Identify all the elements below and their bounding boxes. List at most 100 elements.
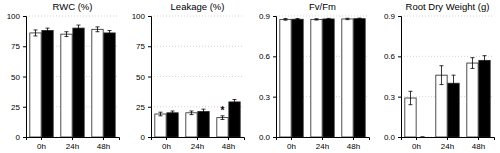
y-tick-label: 75 [136, 42, 145, 51]
panel: 02550751000h24h48h*Leakage (%) [132, 1, 245, 151]
y-tick-label: 25 [136, 103, 145, 112]
y-tick: 25 [136, 103, 151, 112]
series [292, 18, 365, 137]
error-cap [46, 32, 50, 33]
error-bar [189, 111, 193, 115]
error-cap [483, 55, 487, 56]
annotation: * [221, 105, 225, 116]
plot-area: 02550751000h24h48h* [132, 12, 245, 151]
y-tick-mark [398, 56, 401, 57]
error-bar [108, 31, 112, 36]
plot-area: 0.00.30.60.90h24h48h [259, 12, 370, 151]
error-bar [233, 99, 237, 104]
error-cap [327, 19, 331, 20]
y-axis-line [148, 17, 152, 138]
y-tick: 50 [136, 73, 151, 82]
x-tick-label: 0h [412, 142, 421, 151]
x-tick-mark [166, 137, 167, 140]
error-line [109, 31, 110, 36]
x-axis-line [402, 138, 495, 141]
y-tick: 0.6 [259, 52, 276, 61]
x-tick-mark [103, 137, 104, 140]
error-line [203, 109, 204, 114]
x-axis: 0h24h48h [27, 137, 120, 151]
error-bar [77, 25, 81, 31]
error-cap [108, 35, 112, 36]
bar [92, 29, 103, 137]
error-line [160, 112, 161, 116]
y-tick: 0.9 [259, 12, 276, 21]
y-tick-label: 25 [11, 103, 20, 112]
error-cap [345, 19, 349, 20]
x-tick-mark [447, 137, 448, 140]
y-tick-label: 0.9 [259, 12, 271, 21]
bar [354, 19, 365, 137]
error-cap [64, 31, 68, 32]
x-tick-mark [197, 137, 198, 140]
bar [280, 19, 291, 137]
plot-area: 02550751000h24h48h [7, 12, 120, 151]
y-tick-mark [273, 56, 276, 57]
series [280, 18, 353, 137]
y-tick-mark [148, 137, 151, 138]
series [167, 99, 240, 137]
y-tick-mark [398, 97, 401, 98]
y-tick-mark [148, 46, 151, 47]
y-axis-line [398, 17, 402, 138]
error-cap [202, 109, 206, 110]
x-tick-label: 24h [191, 142, 204, 151]
error-cap [158, 112, 162, 113]
x-tick: 48h [222, 137, 235, 151]
x-tick-mark [353, 137, 354, 140]
error-cap [439, 84, 443, 85]
error-line [484, 56, 485, 65]
y-tick: 0.0 [259, 133, 276, 142]
error-bar [283, 19, 287, 21]
panel: 0.00.30.60.90h24h48hFv/Fm [259, 1, 370, 151]
x-tick-label: 0h [287, 142, 296, 151]
series [155, 111, 228, 137]
y-tick-label: 100 [132, 12, 146, 21]
bar [479, 60, 490, 137]
y-tick: 0.3 [384, 93, 401, 102]
x-tick-label: 24h [316, 142, 329, 151]
bar [61, 34, 72, 137]
error-cap [470, 68, 474, 69]
x-tick: 24h [191, 137, 204, 151]
error-bar [439, 66, 443, 85]
x-tick: 0h [412, 137, 421, 151]
error-cap [77, 25, 81, 26]
error-cap [158, 115, 162, 116]
grid-line [26, 16, 119, 17]
error-line [78, 25, 79, 31]
grid-line [401, 16, 494, 17]
y-tick: 75 [11, 42, 26, 51]
title: Fv/Fm [309, 1, 336, 12]
error-cap [189, 114, 193, 115]
panel: 0.00.30.60.90h24h48hRoot Dry Weight (g) [384, 1, 495, 151]
y-tick-mark [23, 137, 26, 138]
y-axis: 0255075100 [132, 12, 152, 142]
y-tick-label: 50 [11, 73, 20, 82]
bar [417, 137, 428, 138]
chart: 02550751000h24h48hRWC (%)02550751000h24h… [0, 0, 500, 153]
y-tick: 0.6 [384, 52, 401, 61]
y-axis: 0255075100 [7, 12, 27, 142]
error-cap [452, 91, 456, 92]
error-cap [64, 36, 68, 37]
y-tick-mark [398, 137, 401, 138]
y-axis-line [273, 17, 277, 138]
x-tick-mark [416, 137, 417, 140]
x-tick: 48h [472, 137, 485, 151]
x-axis: 0h24h48h [402, 137, 495, 151]
error-cap [483, 65, 487, 66]
x-tick-label: 48h [472, 142, 485, 151]
y-tick-mark [23, 77, 26, 78]
error-bar [483, 56, 487, 65]
x-tick-label: 48h [347, 142, 360, 151]
grid-line [401, 56, 494, 57]
error-line [47, 28, 48, 33]
bar [467, 63, 478, 137]
x-tick: 24h [316, 137, 329, 151]
bar [323, 19, 334, 137]
